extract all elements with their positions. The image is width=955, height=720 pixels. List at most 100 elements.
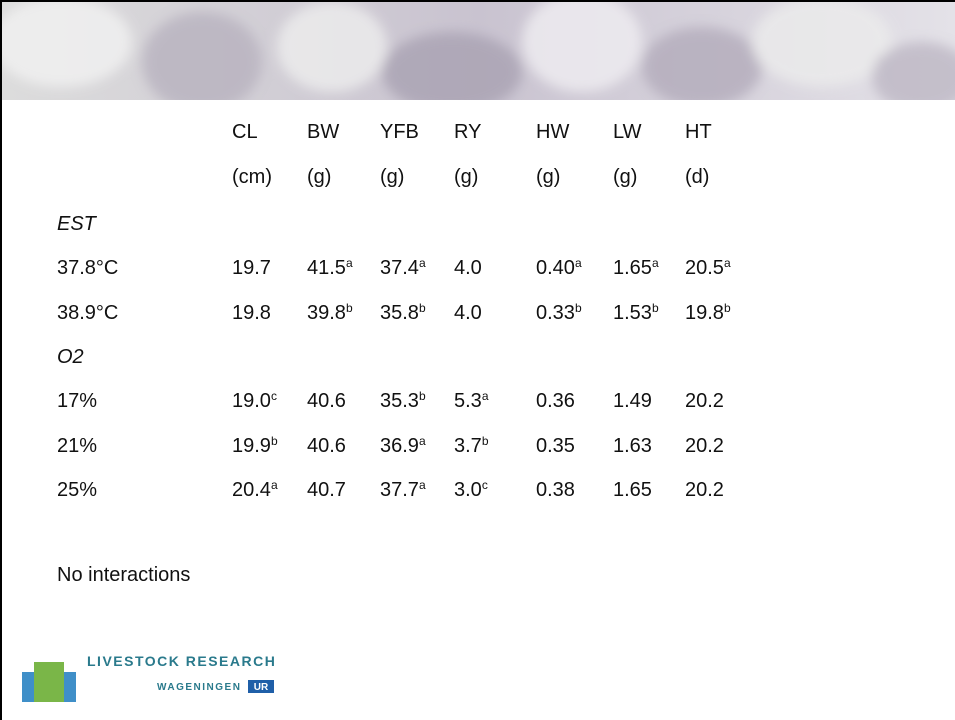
- cell-value: 40.6: [307, 434, 346, 457]
- significance-letter: b: [418, 300, 426, 315]
- cell-value: 20.2: [685, 479, 724, 501]
- significance-letter: a: [651, 256, 659, 270]
- cell-value: 35.8: [380, 301, 419, 324]
- cell-value: 41.5: [307, 257, 346, 279]
- cell: 35.3b: [380, 389, 426, 413]
- cell-value: 20.2: [685, 434, 724, 457]
- significance-letter: b: [270, 433, 278, 448]
- cell-value: 3.0: [454, 479, 482, 501]
- cell-value: 4.0: [454, 257, 482, 279]
- cell: 0.36: [536, 389, 575, 413]
- section-title: EST: [57, 213, 96, 235]
- significance-letter: b: [345, 300, 353, 315]
- cell-value: 19.8: [232, 301, 271, 324]
- significance-letter: b: [418, 389, 426, 403]
- cell: 1.49: [613, 389, 652, 413]
- significance-letter: c: [481, 478, 488, 492]
- cell: 4.0: [454, 256, 482, 280]
- cell: 5.3a: [454, 389, 489, 413]
- section-title: O2: [57, 346, 84, 368]
- significance-letter: b: [651, 300, 659, 315]
- cell-value: 37.7: [380, 479, 419, 501]
- cell: 20.2: [685, 389, 724, 413]
- cell-value: 20.2: [685, 390, 724, 412]
- note: No interactions: [57, 564, 191, 586]
- column-unit: (cm): [232, 166, 272, 188]
- significance-letter: b: [481, 433, 489, 448]
- cell: 19.9b: [232, 434, 278, 458]
- significance-letter: a: [418, 478, 426, 492]
- column-header: CL: [232, 121, 258, 143]
- significance-letter: c: [270, 389, 277, 403]
- cell: 19.8b: [685, 301, 731, 325]
- cell: 1.63: [613, 434, 652, 458]
- cell: 39.8b: [307, 301, 353, 325]
- cell: 40.6: [307, 389, 346, 413]
- cell-value: 1.65: [613, 479, 652, 501]
- column-header: YFB: [380, 121, 419, 143]
- cell-value: 0.35: [536, 434, 575, 457]
- cell-value: 0.38: [536, 479, 575, 501]
- column-unit: (d): [685, 166, 710, 188]
- column-header: RY: [454, 121, 482, 143]
- significance-letter: a: [418, 256, 426, 270]
- cell-value: 0.40: [536, 257, 575, 279]
- cell: 1.65: [613, 478, 652, 502]
- column-header: LW: [613, 121, 642, 143]
- significance-letter: b: [723, 300, 731, 315]
- cell: 1.65a: [613, 256, 659, 280]
- cell-value: 0.36: [536, 390, 575, 412]
- cell: 1.53b: [613, 301, 659, 325]
- cell-value: 39.8: [307, 301, 346, 324]
- significance-letter: a: [418, 433, 426, 448]
- cell: 36.9a: [380, 434, 426, 458]
- cell-value: 3.7: [454, 434, 482, 457]
- cell-value: 1.49: [613, 390, 652, 412]
- row-label: 38.9°C: [57, 301, 119, 324]
- column-header: BW: [307, 121, 340, 143]
- cell: 40.7: [307, 478, 346, 502]
- row-label: 37.8°C: [57, 257, 119, 279]
- cell-value: 19.9: [232, 434, 271, 457]
- column-unit: (g): [454, 166, 479, 188]
- cell: 20.4a: [232, 478, 278, 502]
- cell: 19.7: [232, 256, 271, 280]
- significance-letter: a: [270, 478, 278, 492]
- significance-letter: b: [574, 300, 582, 315]
- cell: 3.0c: [454, 478, 488, 502]
- cell-value: 4.0: [454, 301, 482, 324]
- cell-value: 19.7: [232, 257, 271, 279]
- cell: 40.6: [307, 434, 346, 458]
- column-unit: (g): [307, 166, 332, 188]
- cell: 19.8: [232, 301, 271, 325]
- cell: 41.5a: [307, 256, 353, 280]
- cell-value: 20.4: [232, 479, 271, 501]
- cell-value: 19.8: [685, 301, 724, 324]
- column-header: HW: [536, 121, 570, 143]
- cell: 20.2: [685, 478, 724, 502]
- column-unit: (g): [380, 166, 405, 188]
- column-unit: (g): [536, 166, 561, 188]
- header-image: [2, 2, 955, 102]
- logo-badge: UR: [254, 682, 269, 693]
- cell-value: 1.65: [613, 257, 652, 279]
- significance-letter: a: [574, 256, 582, 270]
- cell: 37.7a: [380, 478, 426, 502]
- cell-value: 36.9: [380, 434, 419, 457]
- cell: 3.7b: [454, 434, 489, 458]
- cell: 0.35: [536, 434, 575, 458]
- logo: LIVESTOCK RESEARCH WAGENINGEN UR: [22, 653, 276, 702]
- cell-value: 0.33: [536, 301, 575, 324]
- significance-letter: a: [723, 256, 731, 270]
- cell: 20.2: [685, 434, 724, 458]
- logo-subtitle: WAGENINGEN: [157, 682, 241, 693]
- cell: 20.5a: [685, 256, 731, 280]
- cell-value: 20.5: [685, 257, 724, 279]
- cell-value: 5.3: [454, 390, 482, 412]
- cell-value: 19.0: [232, 390, 271, 412]
- cell-value: 40.7: [307, 479, 346, 501]
- row-label: 17%: [57, 390, 98, 412]
- cell-value: 40.6: [307, 390, 346, 412]
- logo-title: LIVESTOCK RESEARCH: [87, 653, 276, 669]
